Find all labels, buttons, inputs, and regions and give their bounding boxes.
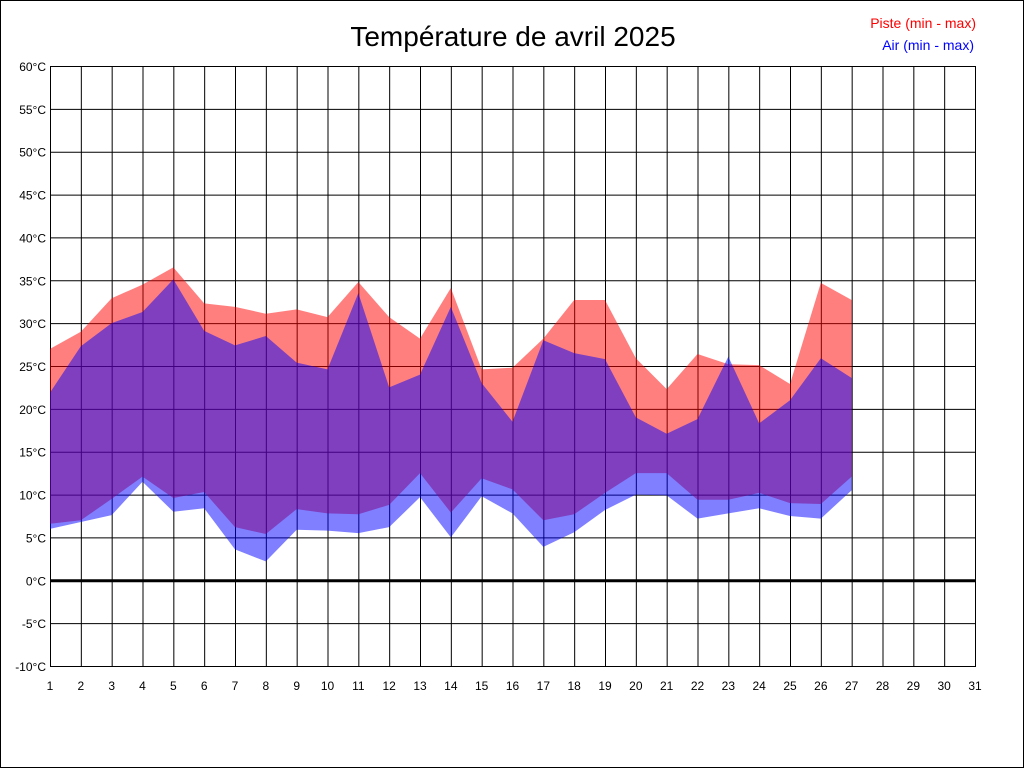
x-tick-label: 3 [108, 679, 115, 693]
y-tick-label: 20°C [19, 403, 46, 417]
x-tick-label: 23 [722, 679, 736, 693]
x-tick-label: 29 [907, 679, 921, 693]
y-tick-label: 10°C [19, 489, 46, 503]
x-tick-label: 8 [262, 679, 269, 693]
x-tick-label: 12 [382, 679, 396, 693]
y-tick-label: 55°C [19, 103, 46, 117]
y-tick-label: 45°C [19, 189, 46, 203]
x-tick-label: 26 [814, 679, 828, 693]
x-tick-label: 16 [506, 679, 520, 693]
x-tick-label: 28 [876, 679, 890, 693]
y-tick-label: 35°C [19, 274, 46, 288]
legend-piste: Piste (min - max) [870, 15, 976, 31]
series-areas [50, 267, 852, 562]
x-tick-label: 6 [201, 679, 208, 693]
x-tick-label: 5 [170, 679, 177, 693]
x-tick-label: 20 [629, 679, 643, 693]
x-tick-label: 15 [475, 679, 489, 693]
x-tick-label: 2 [77, 679, 84, 693]
x-tick-label: 9 [293, 679, 300, 693]
y-tick-label: 25°C [19, 360, 46, 374]
x-tick-label: 25 [783, 679, 797, 693]
x-tick-label: 22 [691, 679, 705, 693]
y-tick-label: -5°C [22, 617, 46, 631]
x-tick-label: 14 [444, 679, 458, 693]
y-tick-label: 60°C [19, 60, 46, 74]
x-tick-label: 7 [232, 679, 239, 693]
y-tick-label: -10°C [15, 660, 46, 674]
chart-title: Température de avril 2025 [350, 21, 675, 52]
y-tick-label: 50°C [19, 146, 46, 160]
x-tick-label: 18 [567, 679, 581, 693]
x-tick-label: 21 [660, 679, 674, 693]
x-tick-label: 24 [752, 679, 766, 693]
y-tick-label: 40°C [19, 231, 46, 245]
x-tick-label: 11 [352, 679, 365, 693]
y-tick-label: 5°C [26, 531, 46, 545]
y-tick-label: 30°C [19, 317, 46, 331]
y-tick-label: 15°C [19, 446, 46, 460]
x-tick-label: 31 [968, 679, 982, 693]
axes: 1 2 3 4 5 6 7 8 9 10 11 12 13 14 15 16 17 18 19 20 21 22 23 24 2… [15, 60, 982, 693]
x-tick-label: 13 [413, 679, 427, 693]
x-tick-label: 30 [937, 679, 951, 693]
x-tick-label: 27 [845, 679, 859, 693]
x-tick-label: 4 [139, 679, 146, 693]
x-tick-label: 17 [537, 679, 551, 693]
x-tick-label: 19 [598, 679, 612, 693]
y-tick-label: 0°C [26, 574, 46, 588]
air-range-area [50, 279, 852, 562]
legend-air: Air (min - max) [882, 37, 974, 53]
x-tick-label: 1 [47, 679, 54, 693]
x-tick-label: 10 [321, 679, 335, 693]
